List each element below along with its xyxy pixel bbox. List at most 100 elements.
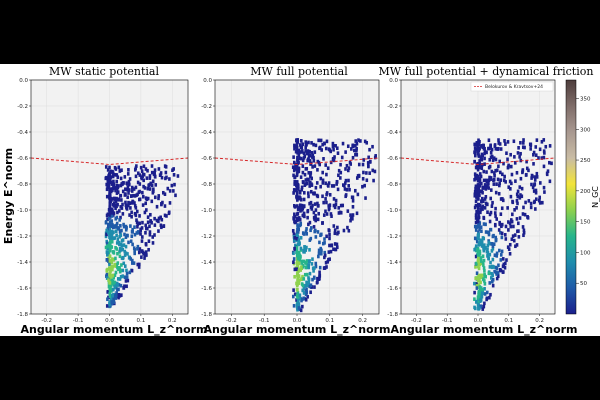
density-bin	[115, 196, 118, 201]
density-bin	[306, 208, 310, 213]
density-bin	[328, 206, 331, 210]
density-bin	[475, 286, 479, 290]
y-tick-label: -1.6	[17, 286, 28, 292]
density-bin	[484, 195, 488, 199]
density-bin	[483, 151, 486, 156]
density-bin	[293, 267, 297, 272]
density-bin	[107, 183, 111, 187]
density-bin	[161, 190, 165, 195]
density-bin	[122, 255, 125, 260]
density-bin	[354, 139, 358, 143]
density-bin	[117, 240, 121, 245]
density-bin	[306, 265, 309, 270]
density-bin	[108, 294, 112, 298]
density-bin	[127, 168, 130, 172]
density-bin	[298, 253, 301, 258]
density-bin	[310, 141, 313, 145]
density-bin	[110, 219, 114, 223]
density-bin	[138, 197, 142, 202]
density-bin	[482, 266, 486, 270]
density-bin	[108, 262, 111, 267]
density-bin	[348, 187, 351, 192]
density-bin	[304, 284, 307, 288]
density-bin	[153, 168, 157, 172]
density-bin	[147, 239, 151, 243]
density-bin	[131, 261, 134, 265]
y-tick-label: -1.8	[17, 312, 28, 318]
density-bin	[512, 224, 515, 229]
density-bin	[117, 283, 121, 287]
density-bin	[297, 269, 301, 273]
density-bin	[114, 229, 118, 234]
density-bin	[479, 304, 483, 308]
density-bin	[521, 212, 525, 216]
density-bin	[114, 173, 117, 177]
density-bin	[313, 217, 316, 221]
density-bin	[320, 232, 323, 237]
density-bin	[483, 281, 487, 286]
density-bin	[305, 259, 309, 263]
density-bin	[491, 257, 495, 262]
density-bin	[477, 241, 481, 245]
density-bin	[127, 255, 131, 260]
density-bin	[339, 162, 342, 167]
density-bin	[482, 178, 486, 183]
density-bin	[323, 250, 327, 255]
density-bin	[125, 268, 128, 273]
density-bin	[490, 265, 494, 270]
density-bin	[494, 190, 498, 195]
density-bin	[293, 212, 296, 217]
density-bin	[327, 257, 330, 262]
density-bin	[351, 216, 354, 221]
density-bin	[515, 170, 519, 175]
panel-dynamical-friction: MW full potential + dynamical friction -…	[379, 65, 594, 324]
density-bin	[120, 238, 124, 243]
density-bin	[541, 200, 544, 205]
density-bin	[297, 301, 300, 306]
density-bin	[301, 288, 304, 293]
density-bin	[492, 178, 495, 183]
density-bin	[105, 274, 108, 278]
density-bin	[510, 181, 513, 186]
density-bin	[325, 212, 329, 216]
density-bin	[502, 178, 506, 183]
density-bin	[488, 157, 492, 162]
density-bin	[337, 168, 341, 173]
density-bin	[301, 304, 304, 309]
density-bin	[485, 150, 488, 155]
density-bin	[141, 220, 144, 225]
density-bin	[334, 198, 338, 203]
density-bin	[142, 184, 145, 189]
density-bin	[140, 175, 143, 180]
density-bin	[111, 250, 115, 254]
density-bin	[488, 295, 491, 300]
colorbar-tick-label: 300	[580, 127, 591, 133]
density-bin	[477, 264, 480, 269]
density-bin	[316, 230, 320, 234]
density-bin	[357, 174, 361, 179]
density-bin	[114, 256, 117, 261]
density-bin	[295, 180, 299, 184]
density-bin	[120, 263, 123, 267]
density-bin	[513, 155, 516, 159]
density-bin	[522, 233, 525, 238]
density-bin	[108, 178, 112, 182]
density-bin	[118, 248, 122, 253]
density-bin	[141, 190, 144, 195]
density-bin	[110, 233, 114, 237]
density-bin	[149, 219, 152, 223]
density-bin	[113, 186, 116, 190]
density-bin	[531, 185, 535, 190]
density-bin	[521, 169, 524, 173]
density-bin	[114, 246, 117, 250]
density-bin	[479, 207, 483, 212]
density-bin	[474, 186, 477, 191]
density-bin	[135, 231, 139, 235]
density-bin	[309, 200, 313, 205]
density-bin	[137, 262, 141, 267]
density-bin	[497, 263, 500, 268]
y-tick-label: 0.0	[203, 78, 212, 84]
density-bin	[163, 213, 167, 218]
density-bin	[325, 172, 328, 177]
density-bin	[141, 235, 144, 239]
